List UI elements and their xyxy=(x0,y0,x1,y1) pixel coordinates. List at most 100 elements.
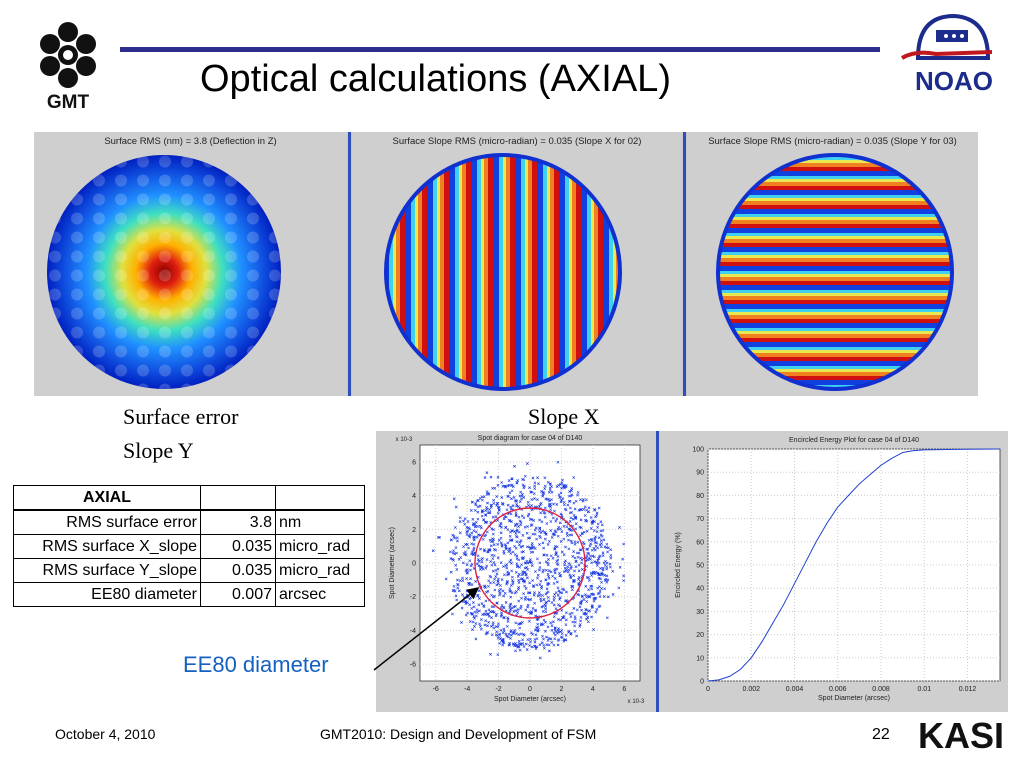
spot-point xyxy=(617,586,621,590)
spot-point xyxy=(531,579,535,582)
spot-point xyxy=(495,612,498,616)
spot-point xyxy=(598,604,602,608)
table-cell-value: 0.007 xyxy=(200,582,276,607)
spot-point xyxy=(534,647,538,651)
spot-point xyxy=(499,584,502,587)
spot-point xyxy=(574,517,578,520)
spot-point xyxy=(431,549,435,553)
spot-point xyxy=(562,500,566,504)
spot-point xyxy=(576,491,580,494)
spot-point xyxy=(572,501,576,505)
spot-point xyxy=(560,591,564,595)
spot-point xyxy=(541,610,545,613)
plot-area xyxy=(707,448,1001,682)
spot-point xyxy=(536,576,539,580)
spot-point xyxy=(605,567,609,571)
spot-point xyxy=(500,496,504,499)
spot-point xyxy=(542,511,546,515)
spot-point xyxy=(477,560,481,563)
spot-point xyxy=(528,547,532,551)
spot-point xyxy=(575,608,579,612)
spot-point xyxy=(473,625,476,628)
spot-point xyxy=(507,572,510,575)
spot-point xyxy=(534,608,537,612)
spot-point xyxy=(539,536,542,540)
spot-point xyxy=(519,490,523,494)
spot-point xyxy=(478,622,481,626)
spot-point xyxy=(507,643,511,647)
spot-point xyxy=(550,641,554,644)
spot-point xyxy=(460,621,463,624)
table-row: EE80 diameter 0.007 arcsec xyxy=(13,582,365,607)
spot-point xyxy=(582,530,586,534)
y-tick-label: 10 xyxy=(696,655,704,662)
spot-point xyxy=(458,516,462,520)
spot-point xyxy=(476,554,480,558)
spot-point xyxy=(514,511,518,514)
spot-point xyxy=(533,570,537,573)
spot-point xyxy=(540,641,544,645)
spot-point xyxy=(491,540,495,543)
spot-point xyxy=(556,618,560,621)
spot-point xyxy=(563,563,566,567)
spot-point xyxy=(501,643,505,647)
spot-point xyxy=(474,580,478,583)
spot-point xyxy=(578,623,582,626)
spot-point xyxy=(606,578,610,582)
spot-point xyxy=(590,574,594,577)
spot-point xyxy=(566,534,569,537)
spot-point xyxy=(559,512,563,516)
spot-point xyxy=(497,538,501,542)
spot-point xyxy=(593,560,597,564)
y-tick-label: 80 xyxy=(696,493,704,500)
spot-point xyxy=(487,579,491,583)
spot-point xyxy=(490,563,494,567)
spot-point xyxy=(553,544,557,548)
spot-point xyxy=(465,568,469,572)
spot-point xyxy=(514,499,518,502)
spot-point xyxy=(519,632,523,636)
spot-point xyxy=(593,548,597,552)
spot-point xyxy=(472,529,476,533)
caption-slope-x: Slope X xyxy=(528,404,600,429)
spot-point xyxy=(498,593,502,597)
spot-point xyxy=(573,507,577,511)
spot-point xyxy=(536,557,539,561)
spot-point xyxy=(541,490,545,494)
x-tick-label: 0 xyxy=(528,686,532,693)
spot-point xyxy=(590,561,594,565)
spot-point xyxy=(605,546,609,550)
spot-point xyxy=(463,517,467,521)
spot-point xyxy=(563,638,567,642)
spot-point xyxy=(597,561,601,565)
spot-point xyxy=(609,556,613,560)
spot-point xyxy=(589,557,592,561)
spot-point xyxy=(570,588,574,592)
panel-title-slope-y: Surface Slope RMS (micro-radian) = 0.035… xyxy=(708,136,957,147)
spot-point xyxy=(609,553,613,557)
spot-point xyxy=(580,568,584,571)
spot-point xyxy=(602,538,606,542)
spot-point xyxy=(495,630,499,634)
spot-point xyxy=(449,538,453,542)
spot-point xyxy=(521,557,525,561)
spot-point xyxy=(527,536,530,540)
spot-point xyxy=(454,546,458,550)
spot-point xyxy=(551,532,555,536)
spot-point xyxy=(500,613,504,617)
spot-point xyxy=(472,546,476,550)
spot-point xyxy=(555,503,559,506)
spot-point xyxy=(523,570,527,574)
spot-point xyxy=(454,563,458,567)
spot-point xyxy=(552,502,555,506)
spot-point xyxy=(456,583,460,587)
spot-point xyxy=(507,495,510,498)
spot-point xyxy=(479,627,483,631)
spot-point xyxy=(492,626,496,630)
spot-point xyxy=(491,537,494,541)
spot-point xyxy=(516,564,519,568)
spot-point xyxy=(531,476,535,480)
y-axis-label: Spot Diameter (arcsec) xyxy=(389,527,396,599)
spot-point xyxy=(515,554,519,558)
spot-point xyxy=(608,562,612,566)
